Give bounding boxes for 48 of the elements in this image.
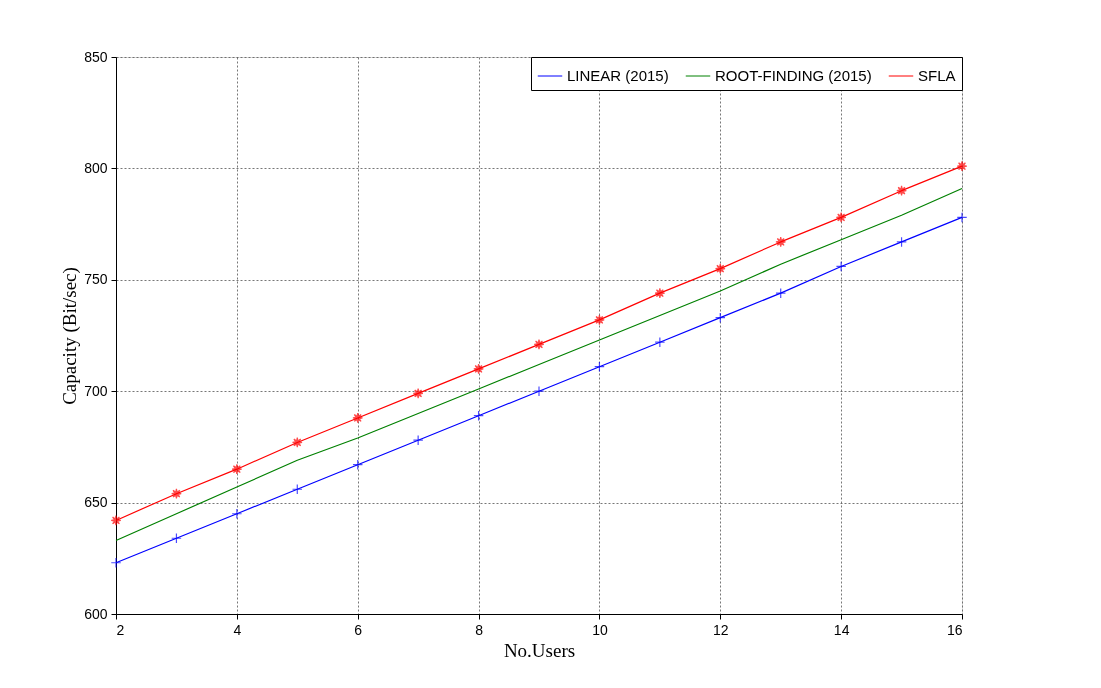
point xyxy=(835,212,847,223)
point xyxy=(594,314,605,326)
x-tick-label: 4 xyxy=(233,621,242,638)
point xyxy=(231,508,243,520)
point xyxy=(352,412,364,424)
y-tick-label: 700 xyxy=(84,382,108,399)
legend-label: SFLA xyxy=(918,67,956,84)
point xyxy=(714,263,726,274)
x-tick-label: 8 xyxy=(475,621,484,638)
x-tick-label: 12 xyxy=(713,621,729,638)
point xyxy=(533,339,545,350)
x-tick-label: 14 xyxy=(833,621,850,638)
point xyxy=(231,463,243,475)
point xyxy=(412,388,424,399)
y-tick-label: 750 xyxy=(84,271,108,288)
x-axis-title: No.Users xyxy=(503,639,576,661)
point xyxy=(835,261,847,272)
point xyxy=(896,185,907,197)
x-tick-label: 10 xyxy=(592,621,608,638)
point xyxy=(775,287,787,299)
legend-label: LINEAR (2015) xyxy=(567,67,669,84)
point xyxy=(594,361,605,373)
point xyxy=(473,410,484,422)
point xyxy=(352,459,364,471)
y-tick-label: 600 xyxy=(84,605,108,622)
legend-label: ROOT-FINDING (2015) xyxy=(715,67,872,84)
point xyxy=(956,212,968,223)
point xyxy=(110,557,122,569)
point xyxy=(956,160,968,172)
x-tick-label: 2 xyxy=(116,621,125,638)
point xyxy=(412,434,424,446)
point xyxy=(714,312,726,324)
y-tick-label: 800 xyxy=(84,159,108,176)
y-tick-label: 850 xyxy=(84,48,108,65)
point xyxy=(291,437,303,448)
point xyxy=(473,363,484,375)
point xyxy=(654,287,666,299)
point xyxy=(654,336,666,348)
point xyxy=(171,488,182,500)
x-tick-label: 16 xyxy=(946,621,963,638)
x-tick-label: 6 xyxy=(354,621,363,638)
point xyxy=(775,236,787,248)
y-axis-title: Capacity (Bit/sec) xyxy=(59,267,82,405)
point xyxy=(896,236,907,248)
point xyxy=(171,532,182,544)
point xyxy=(291,483,303,495)
y-tick-label: 650 xyxy=(84,494,108,511)
point xyxy=(533,385,545,397)
